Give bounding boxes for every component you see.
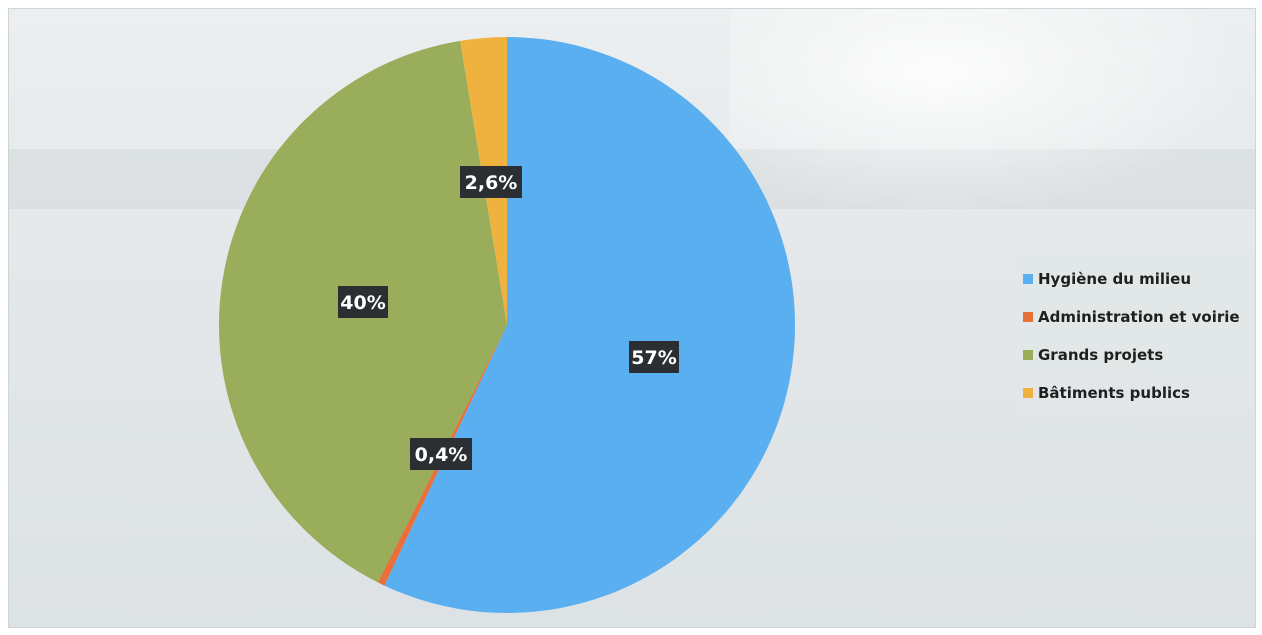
- legend-swatch-administration: [1023, 312, 1033, 322]
- data-label-box-1: [410, 438, 472, 470]
- data-label-1: 0,4%: [410, 438, 472, 470]
- legend-label-grands-projets: Grands projets: [1038, 346, 1164, 364]
- data-label-text-0: 57%: [631, 347, 676, 369]
- pie-slices: [218, 37, 795, 613]
- legend-item-hygiene: Hygiène du milieu: [1023, 260, 1255, 298]
- pie-chart: 57% 0,4% 40% 2,6%: [218, 37, 795, 613]
- pie-data-labels: 57% 0,4% 40% 2,6%: [338, 166, 679, 470]
- data-label-box-3: [460, 166, 522, 198]
- data-label-box-0: [629, 341, 679, 373]
- legend-label-batiments: Bâtiments publics: [1038, 384, 1190, 402]
- pie-slice-0: [384, 37, 795, 613]
- legend-label-administration: Administration et voirie: [1038, 308, 1240, 326]
- data-label-3: 2,6%: [460, 166, 522, 198]
- data-label-text-1: 0,4%: [415, 444, 468, 466]
- legend-item-batiments: Bâtiments publics: [1023, 374, 1255, 412]
- legend-item-grands-projets: Grands projets: [1023, 336, 1255, 374]
- data-label-box-2: [338, 286, 388, 318]
- background-glow: [729, 9, 1249, 219]
- data-label-0: 57%: [629, 341, 679, 373]
- legend-swatch-hygiene: [1023, 274, 1033, 284]
- data-label-2: 40%: [338, 286, 388, 318]
- chart-legend: Hygiène du milieu Administration et voir…: [1014, 253, 1255, 413]
- legend-item-administration: Administration et voirie: [1023, 298, 1255, 336]
- data-label-text-3: 2,6%: [465, 172, 518, 194]
- chart-frame: 57% 0,4% 40% 2,6% Hygiène du milieu Adminis…: [8, 8, 1256, 628]
- legend-swatch-grands-projets: [1023, 350, 1033, 360]
- legend-label-hygiene: Hygiène du milieu: [1038, 270, 1192, 288]
- legend-swatch-batiments: [1023, 388, 1033, 398]
- data-label-text-2: 40%: [340, 292, 385, 314]
